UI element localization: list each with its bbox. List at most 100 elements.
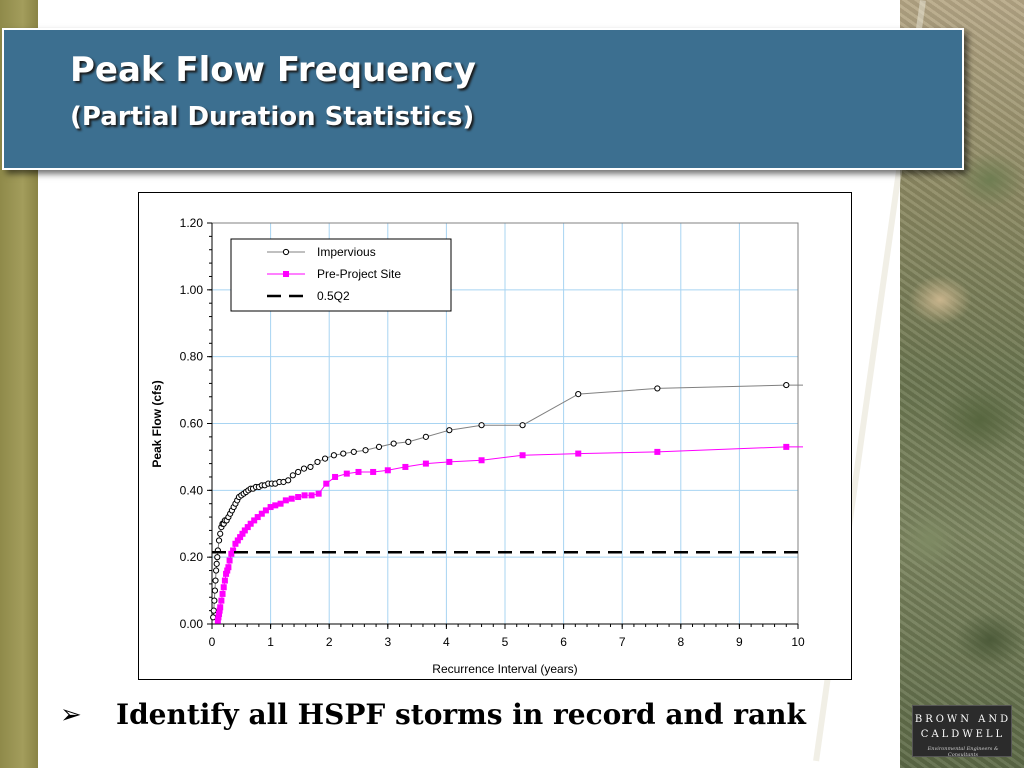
series-line — [212, 384, 803, 618]
data-point — [295, 494, 302, 501]
logo-line-1: BROWN AND — [914, 714, 1012, 725]
data-point — [211, 587, 219, 594]
data-point — [223, 570, 230, 577]
data-point — [262, 507, 269, 514]
company-logo: BROWN AND CALDWELL Environmental Enginee… — [912, 705, 1012, 758]
data-point — [272, 502, 279, 509]
legend-marker — [283, 271, 289, 277]
x-tick-label: 9 — [736, 635, 743, 649]
data-point — [350, 448, 357, 456]
data-point — [214, 554, 221, 561]
x-axis-label: Recurrence Interval (years) — [432, 662, 577, 676]
legend-marker — [282, 248, 290, 256]
y-tick-label: 1.20 — [180, 216, 204, 230]
data-point — [783, 381, 790, 389]
data-point — [277, 500, 284, 507]
data-point — [654, 385, 661, 392]
y-tick-label: 1.00 — [180, 283, 204, 297]
data-point — [213, 567, 220, 574]
data-point — [446, 427, 453, 434]
data-point — [288, 495, 295, 502]
data-point — [234, 537, 241, 544]
legend-entry: Impervious — [317, 245, 376, 259]
data-point — [575, 390, 582, 398]
data-point — [308, 492, 315, 499]
arrow-bullet-icon: ➢ — [60, 700, 82, 730]
data-point — [254, 514, 261, 521]
data-point — [375, 443, 383, 450]
data-point — [241, 527, 248, 534]
data-point — [422, 433, 429, 440]
y-tick-label: 0.20 — [180, 550, 204, 564]
data-point — [390, 440, 397, 447]
y-tick-label: 0.80 — [180, 350, 204, 364]
data-point — [218, 597, 225, 604]
data-point — [301, 492, 308, 499]
series-line — [217, 446, 803, 621]
data-point — [214, 617, 221, 624]
data-point — [216, 610, 223, 617]
data-point — [285, 477, 292, 484]
data-point — [267, 504, 274, 511]
data-point — [230, 547, 237, 554]
data-point — [289, 472, 296, 479]
x-tick-label: 4 — [443, 635, 450, 649]
series-pre-project-site — [214, 443, 803, 624]
bullet-text: Identify all HSPF storms in record and r… — [116, 698, 806, 731]
legend-entry: Pre-Project Site — [317, 267, 401, 281]
data-point — [216, 607, 223, 614]
data-point — [300, 465, 308, 472]
x-tick-label: 6 — [560, 635, 567, 649]
data-point — [654, 448, 661, 455]
data-point — [226, 557, 233, 564]
data-point — [332, 473, 339, 480]
x-tick-label: 8 — [677, 635, 684, 649]
data-point — [422, 460, 429, 467]
data-point — [251, 517, 258, 524]
data-point — [323, 480, 330, 487]
data-point — [228, 550, 235, 557]
data-point — [340, 450, 347, 457]
data-point — [239, 530, 246, 537]
data-point — [315, 490, 322, 497]
x-tick-label: 10 — [791, 635, 805, 649]
slide-subtitle: (Partial Duration Statistics) — [70, 102, 475, 132]
chart-axes: 0 1 2 3 4 5 6 7 8 9 10 0.00 0.20 0.40 0.60 0.80 1.00 1.20 — [180, 216, 805, 649]
data-point — [232, 540, 239, 547]
x-tick-label: 2 — [326, 635, 333, 649]
data-point — [575, 450, 582, 457]
x-tick-label: 5 — [502, 635, 509, 649]
data-point — [478, 457, 485, 464]
data-point — [215, 537, 223, 544]
data-point — [244, 524, 251, 531]
data-point — [307, 463, 314, 471]
data-point — [212, 577, 219, 584]
data-point — [219, 590, 226, 597]
data-point — [384, 467, 391, 474]
data-point — [519, 422, 526, 429]
data-point — [221, 577, 228, 584]
logo-line-2: CALDWELL — [920, 729, 1006, 740]
x-tick-label: 0 — [209, 635, 216, 649]
logo-tagline: Environmental Engineers & Consultants — [927, 746, 999, 758]
legend-box — [230, 238, 452, 312]
peak-flow-chart: 0 1 2 3 4 5 6 7 8 9 10 0.00 0.20 0.40 0.60 0.80 1.00 1.20… — [150, 216, 805, 676]
series-impervious — [210, 381, 803, 621]
data-point — [210, 607, 217, 614]
data-point — [370, 468, 377, 475]
x-tick-label: 1 — [267, 635, 274, 649]
y-axis-label: Peak Flow (cfs) — [150, 380, 164, 467]
data-point — [295, 468, 302, 476]
x-tick-label: 7 — [619, 635, 626, 649]
data-point — [217, 604, 224, 611]
y-tick-label: 0.40 — [180, 483, 204, 497]
data-point — [314, 458, 321, 466]
data-point — [362, 447, 369, 454]
data-point — [215, 614, 222, 621]
data-point — [258, 510, 265, 517]
data-point — [282, 497, 289, 504]
data-point — [321, 455, 329, 462]
data-point — [446, 458, 453, 465]
data-point — [330, 452, 337, 459]
data-point — [220, 584, 227, 591]
